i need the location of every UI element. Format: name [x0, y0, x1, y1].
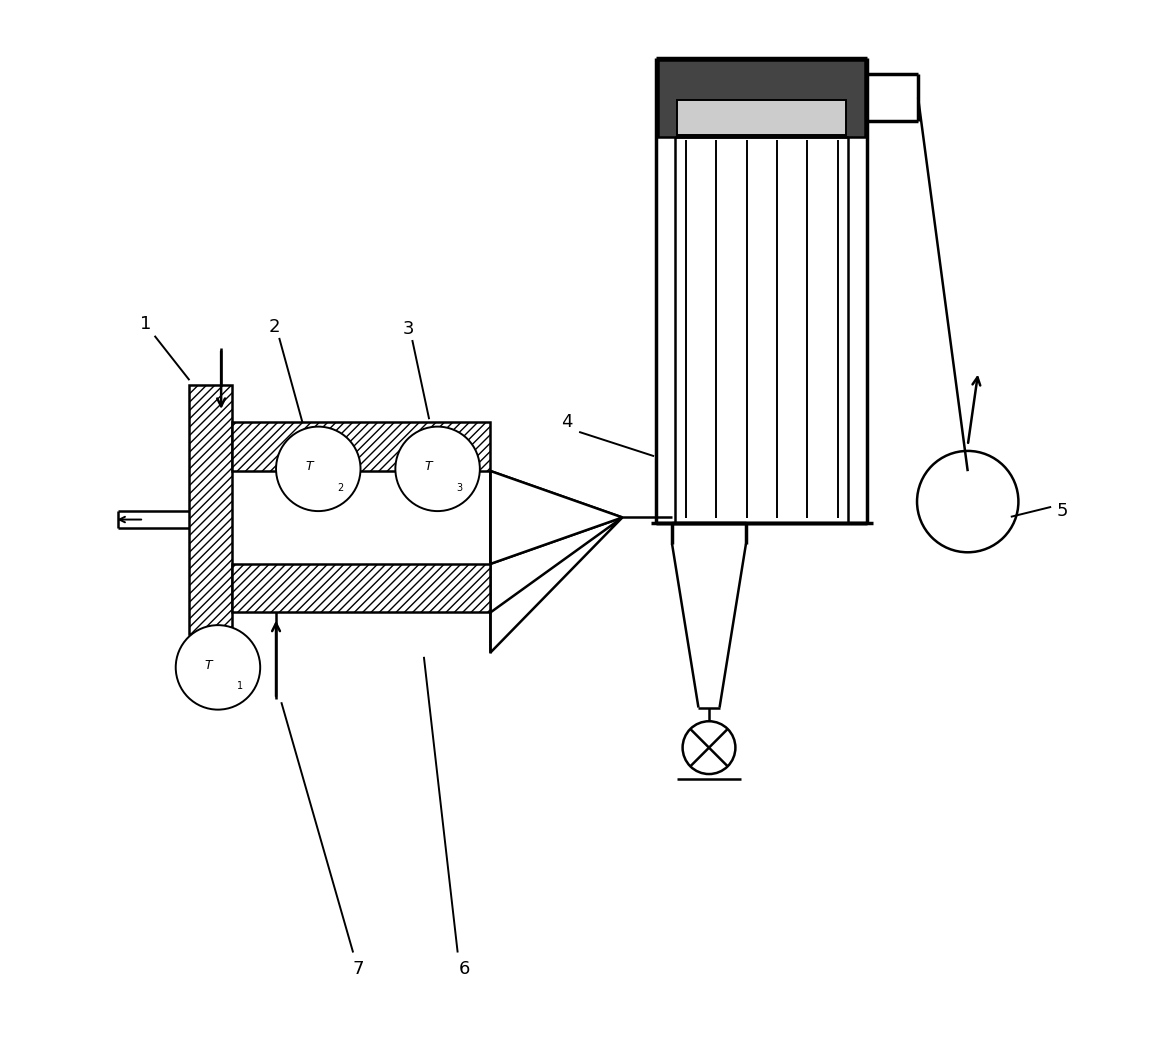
- Polygon shape: [490, 471, 622, 564]
- Text: 7: 7: [353, 960, 365, 979]
- Circle shape: [276, 427, 360, 511]
- Text: 3: 3: [403, 320, 414, 339]
- Text: 2: 2: [337, 483, 344, 493]
- Circle shape: [396, 427, 480, 511]
- Bar: [658, 60, 866, 137]
- Text: T: T: [305, 460, 313, 473]
- Bar: [232, 564, 490, 612]
- Text: 1: 1: [237, 681, 243, 692]
- Text: 4: 4: [561, 413, 572, 432]
- Circle shape: [175, 625, 260, 710]
- Text: 3: 3: [457, 483, 463, 493]
- Bar: [677, 99, 846, 135]
- Bar: [189, 385, 232, 634]
- Polygon shape: [490, 517, 622, 653]
- Text: 6: 6: [458, 960, 470, 979]
- Text: 2: 2: [268, 318, 279, 337]
- Polygon shape: [490, 471, 622, 564]
- Bar: [232, 422, 490, 471]
- Text: T: T: [425, 460, 432, 473]
- Text: T: T: [205, 659, 212, 672]
- Text: 5: 5: [1057, 502, 1069, 521]
- Text: 1: 1: [141, 315, 152, 334]
